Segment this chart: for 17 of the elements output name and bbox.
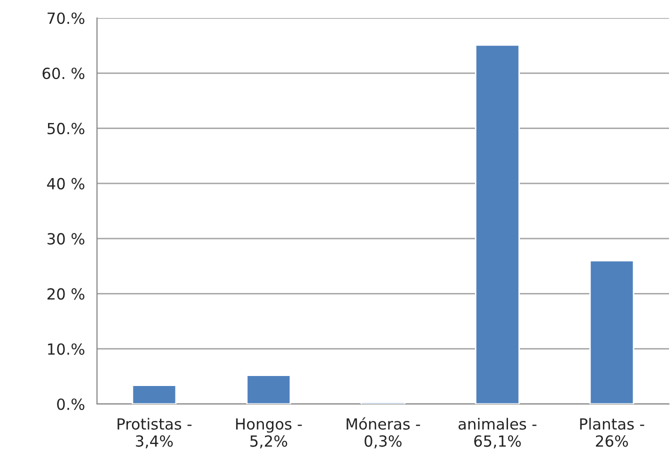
y-tick-label: 10.% — [48, 343, 84, 355]
bar — [589, 260, 634, 404]
bar — [474, 44, 520, 404]
x-tick-label: animales - 65,1% — [458, 418, 536, 448]
bar — [246, 374, 292, 404]
y-tick-label: 0.% — [57, 398, 84, 410]
x-tick-label: Hongos - 5,2% — [236, 418, 302, 448]
y-tick-label: 70.% — [48, 12, 84, 24]
y-tick-label: 30 % — [48, 233, 84, 245]
x-tick-label: Móneras - 0,3% — [346, 417, 420, 448]
y-tick-label: 60. % — [42, 68, 84, 80]
x-tick-label: Plantas - 26% — [580, 418, 644, 447]
x-tick-label: Protistas - 3,4% — [118, 418, 192, 448]
y-tick-label: 40 % — [47, 178, 84, 190]
bar — [132, 384, 177, 404]
y-tick-label: 50.% — [48, 122, 84, 134]
y-tick-label: 20 % — [48, 288, 84, 300]
